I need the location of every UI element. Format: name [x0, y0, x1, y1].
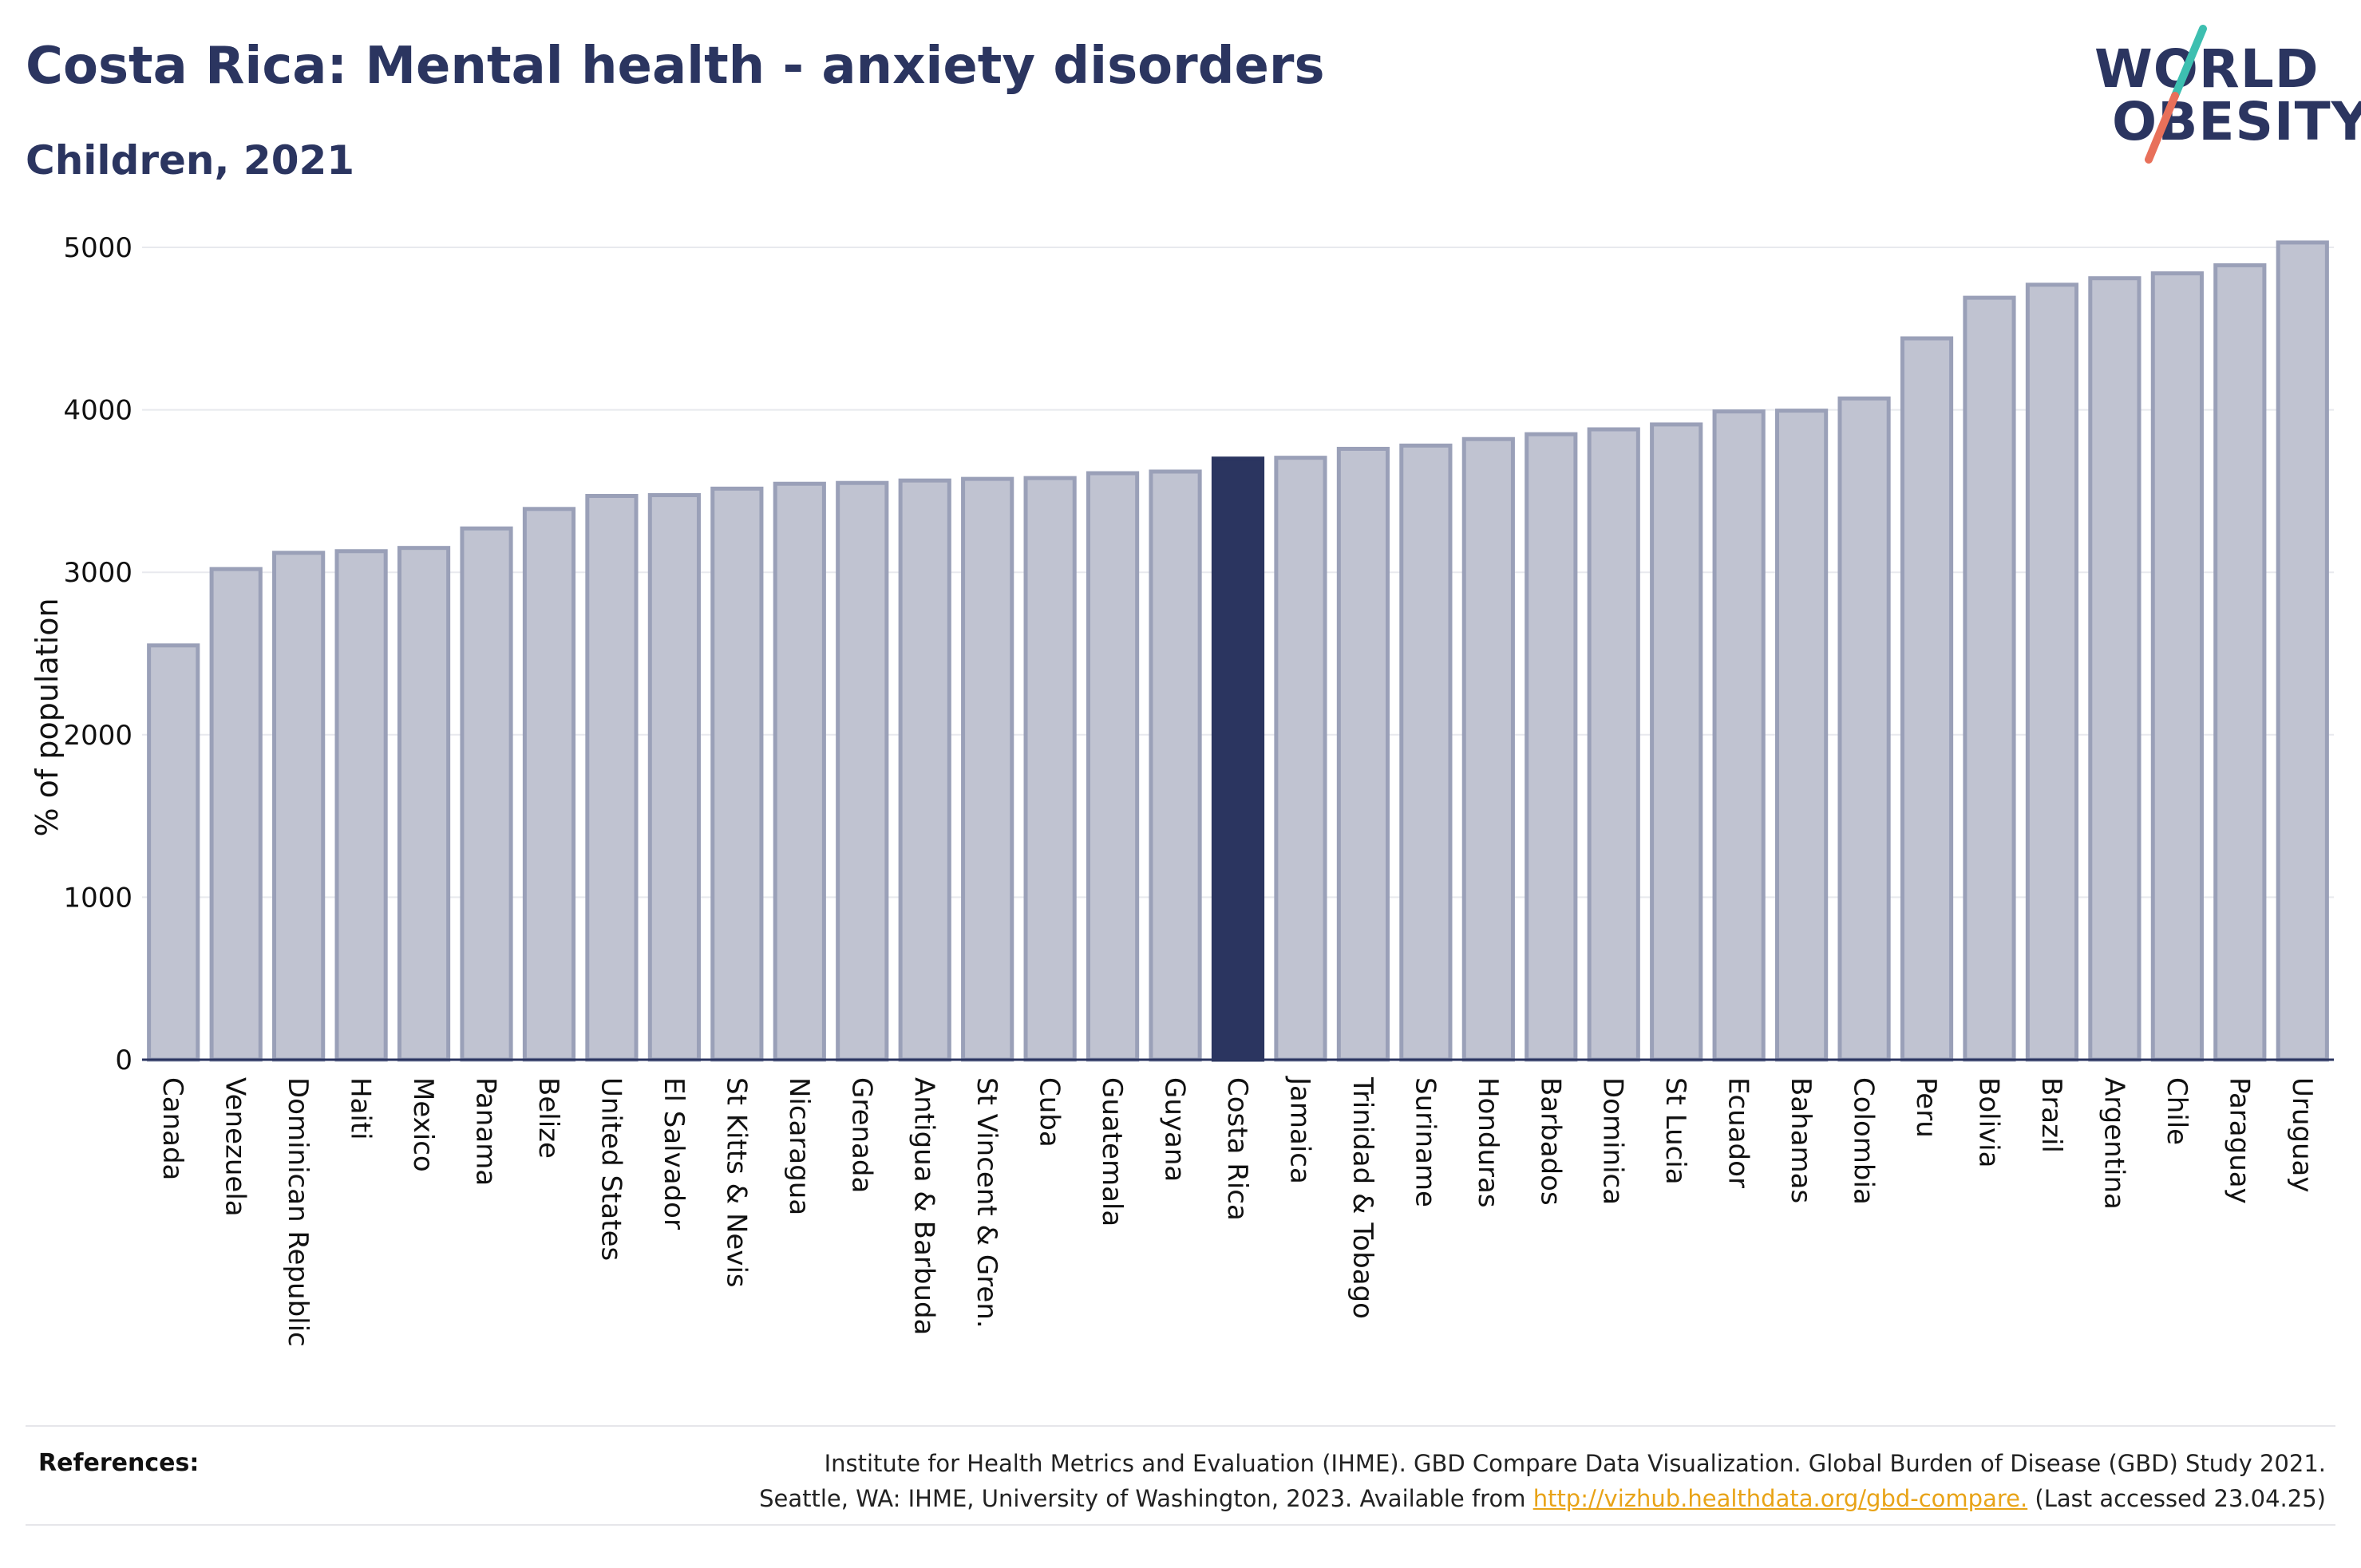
x-tick-label: Dominica [1597, 1077, 1629, 1205]
bar [1086, 471, 1140, 1062]
x-tick-label: Guatemala [1096, 1077, 1128, 1226]
world-obesity-logo: WORLD OBESITY [2075, 24, 2361, 168]
x-tick-label: Paraguay [2223, 1077, 2255, 1204]
references-label: References: [38, 1449, 200, 1477]
references-divider-top [26, 1425, 2335, 1427]
y-tick-label: 0 [115, 1045, 132, 1076]
x-tick-label: Peru [1910, 1077, 1942, 1138]
x-tick-label: El Salvador [658, 1077, 690, 1230]
bar [1900, 336, 1954, 1062]
x-tick-label: Mexico [407, 1077, 439, 1172]
bar-chart: 0 1000 2000 3000 4000 5000 % of population Cana… [30, 232, 2334, 1347]
bar [1775, 409, 1829, 1062]
bar [209, 567, 263, 1062]
x-tick-label: Antigua & Barbuda [908, 1077, 940, 1335]
x-tick-label: Suriname [1409, 1077, 1441, 1207]
bar [147, 643, 200, 1062]
x-tick-label: Ecuador [1722, 1077, 1754, 1188]
y-tick-label: 5000 [63, 232, 132, 264]
bar [773, 481, 826, 1062]
x-tick-label: Panama [470, 1077, 502, 1186]
x-tick-label: Uruguay [2286, 1077, 2318, 1193]
x-tick-label: St Lucia [1659, 1077, 1691, 1185]
bar [1712, 409, 1766, 1062]
bar [2025, 282, 2079, 1062]
bar [1837, 396, 1891, 1062]
x-tick-label: Brazil [2035, 1077, 2067, 1153]
y-tick-label: 4000 [63, 395, 132, 427]
y-tick-label: 3000 [63, 557, 132, 589]
bar [961, 476, 1014, 1062]
x-tick-label: Colombia [1848, 1077, 1880, 1205]
x-tick-label: St Kitts & Nevis [720, 1077, 752, 1288]
bar [2276, 240, 2329, 1062]
bar [647, 492, 701, 1062]
bar [585, 494, 639, 1062]
references-text: Institute for Health Metrics and Evaluat… [410, 1446, 2326, 1516]
x-tick-label: Canada [156, 1077, 188, 1180]
x-tick-label: Bahamas [1785, 1077, 1817, 1203]
bar [397, 546, 451, 1062]
bar [460, 526, 513, 1062]
x-tick-label: Jamaica [1283, 1076, 1315, 1184]
x-tick-label: Nicaragua [783, 1077, 815, 1215]
references-line2: Seattle, WA: IHME, University of Washing… [410, 1481, 2326, 1516]
references-line1: Institute for Health Metrics and Evaluat… [824, 1450, 2326, 1477]
x-tick-label: St Vincent & Gren. [971, 1077, 1003, 1329]
bar [2213, 263, 2267, 1062]
x-tick-label: Belize [532, 1077, 564, 1159]
y-tick-label: 2000 [63, 720, 132, 752]
bar [1525, 432, 1578, 1062]
x-tick-label: Barbados [1534, 1077, 1566, 1206]
bar [334, 549, 388, 1062]
x-tick-label: Grenada [845, 1077, 877, 1193]
y-axis-label: % of population [30, 598, 65, 836]
bar [898, 478, 951, 1062]
chart-subtitle: Children, 2021 [26, 137, 355, 184]
bar [1336, 446, 1390, 1062]
references-line2-prefix: Seattle, WA: IHME, University of Washing… [759, 1485, 1533, 1512]
x-tick-label: Argentina [2098, 1077, 2130, 1210]
bar [1149, 469, 1202, 1062]
bar [522, 507, 576, 1062]
bar [2150, 271, 2204, 1062]
y-tick-label: 1000 [63, 882, 132, 914]
bar [836, 480, 889, 1062]
bar [1650, 422, 1703, 1062]
x-tick-label: Costa Rica [1221, 1077, 1253, 1221]
x-tick-label: United States [595, 1077, 627, 1261]
x-tick-label: Venezuela [219, 1077, 251, 1217]
references-line2-suffix: (Last accessed 23.04.25) [2027, 1485, 2326, 1512]
bar-highlight [1211, 456, 1265, 1062]
x-tick-label: Bolivia [1972, 1077, 2004, 1167]
bar [1461, 436, 1515, 1062]
bar [2088, 276, 2142, 1062]
logo-slash-icon [2145, 25, 2207, 164]
bar [1274, 456, 1327, 1062]
chart-title: Costa Rica: Mental health - anxiety diso… [26, 37, 1325, 96]
x-tick-label: Trinidad & Tobago [1347, 1076, 1378, 1319]
bar [1963, 295, 2016, 1062]
bar [1023, 476, 1077, 1062]
x-tick-label: Cuba [1034, 1077, 1066, 1147]
x-tick-label: Guyana [1159, 1077, 1191, 1182]
x-tick-label: Haiti [345, 1077, 377, 1140]
x-tick-label: Chile [2161, 1077, 2193, 1145]
logo-line1: WORLD [2094, 38, 2319, 100]
bar [1399, 443, 1453, 1062]
bar [1587, 427, 1640, 1062]
bar [272, 551, 326, 1062]
references-divider-bottom [26, 1524, 2335, 1526]
bar [710, 486, 764, 1062]
references-link[interactable]: http://vizhub.healthdata.org/gbd-compare… [1532, 1485, 2028, 1512]
x-tick-label: Honduras [1472, 1077, 1504, 1208]
x-tick-label: Dominican Republic [282, 1077, 314, 1347]
